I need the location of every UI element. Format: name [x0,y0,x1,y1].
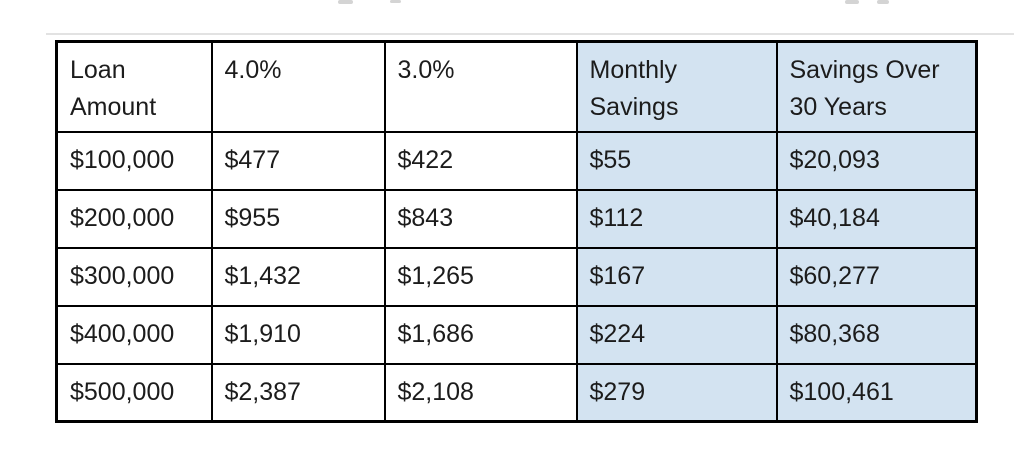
cropped-text-artifact [390,0,401,3]
cell-rate-4-0: $955 [210,188,386,249]
cell-monthly-savings: $55 [575,130,778,191]
cell-savings-over-30-years: $100,461 [775,362,978,423]
cropped-text-artifact [845,0,859,4]
column-header-rate-3-0: 3.0% [383,40,578,133]
table-header-row: Loan Amount 4.0% 3.0% Monthly Savings Sa… [55,40,978,133]
column-header-savings-over-30-years: Savings Over 30 Years [775,40,978,133]
cell-savings-over-30-years: $80,368 [775,304,978,365]
table-row: $200,000 $955 $843 $112 $40,184 [55,188,978,249]
column-header-monthly-savings: Monthly Savings [575,40,778,133]
table-row: $400,000 $1,910 $1,686 $224 $80,368 [55,304,978,365]
cropped-text-artifact [877,0,889,4]
cell-loan-amount: $400,000 [55,304,213,365]
cropped-line-artifact [46,33,1014,35]
cell-rate-3-0: $843 [383,188,578,249]
cell-savings-over-30-years: $60,277 [775,246,978,307]
cell-monthly-savings: $224 [575,304,778,365]
cell-rate-4-0: $2,387 [210,362,386,423]
table-row: $300,000 $1,432 $1,265 $167 $60,277 [55,246,978,307]
cropped-text-artifact [338,0,353,4]
cell-rate-4-0: $1,910 [210,304,386,365]
cell-rate-3-0: $1,686 [383,304,578,365]
cell-monthly-savings: $112 [575,188,778,249]
cell-rate-4-0: $477 [210,130,386,191]
cell-rate-3-0: $2,108 [383,362,578,423]
cell-rate-3-0: $422 [383,130,578,191]
mortgage-refinance-savings-table: Loan Amount 4.0% 3.0% Monthly Savings Sa… [55,40,978,423]
cell-savings-over-30-years: $20,093 [775,130,978,191]
cell-loan-amount: $100,000 [55,130,213,191]
cell-loan-amount: $200,000 [55,188,213,249]
cell-savings-over-30-years: $40,184 [775,188,978,249]
cell-monthly-savings: $279 [575,362,778,423]
cell-rate-3-0: $1,265 [383,246,578,307]
cell-rate-4-0: $1,432 [210,246,386,307]
cell-loan-amount: $300,000 [55,246,213,307]
cell-loan-amount: $500,000 [55,362,213,423]
table-row: $100,000 $477 $422 $55 $20,093 [55,130,978,191]
column-header-loan-amount: Loan Amount [55,40,213,133]
cell-monthly-savings: $167 [575,246,778,307]
column-header-rate-4-0: 4.0% [210,40,386,133]
table-row: $500,000 $2,387 $2,108 $279 $100,461 [55,362,978,423]
